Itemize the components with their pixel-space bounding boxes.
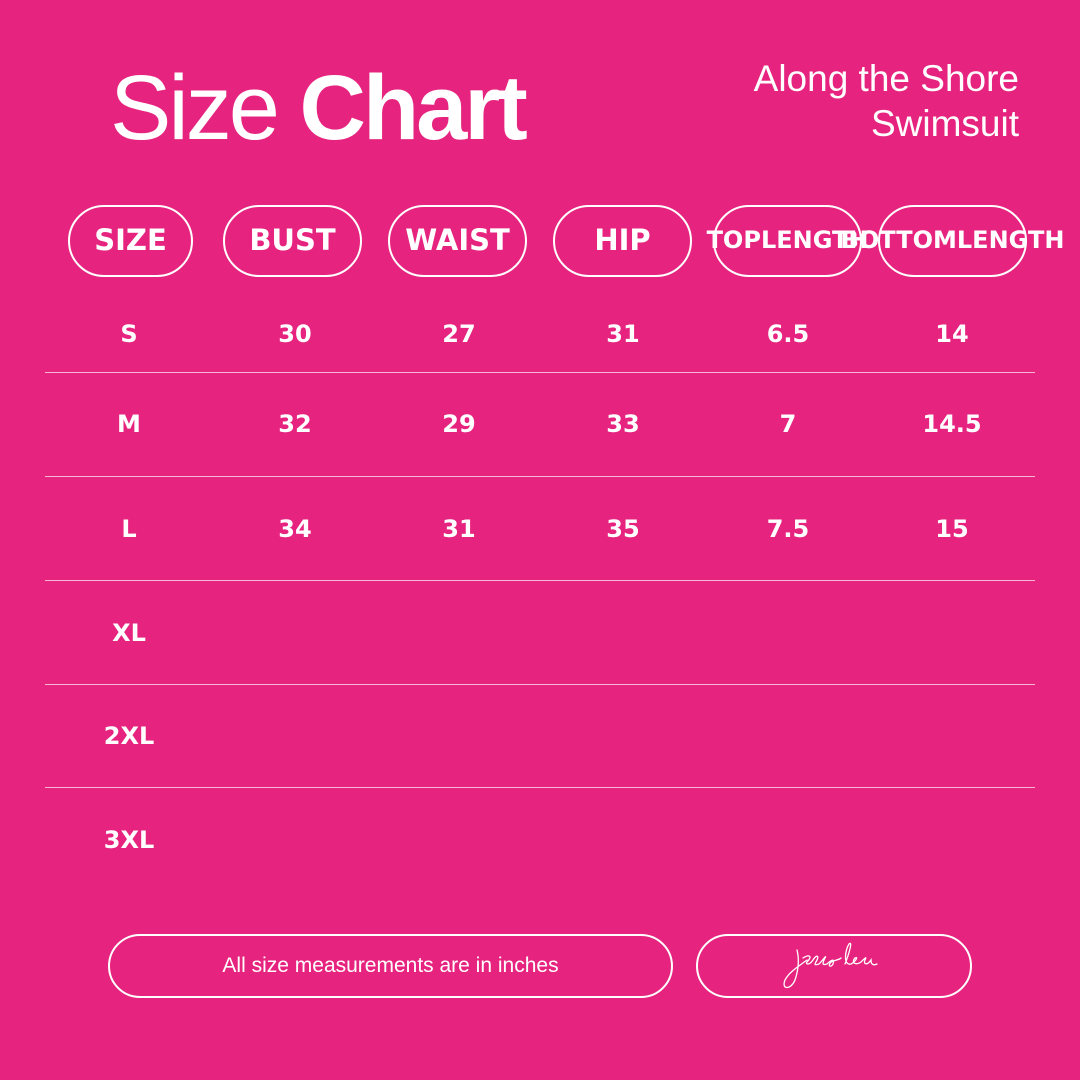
cell-size: 3XL	[103, 826, 155, 854]
row-divider	[45, 787, 1035, 788]
row-divider	[45, 372, 1035, 373]
units-note: All size measurements are in inches	[108, 934, 673, 998]
cell-size: L	[121, 515, 137, 543]
cell-top-length: 7	[779, 410, 797, 438]
header-label: SIZE	[94, 223, 167, 258]
column-header-hip: HIP	[553, 205, 692, 277]
signature-logo	[783, 942, 878, 989]
cell-bottom-length: 14	[935, 320, 969, 348]
title-light: Size	[110, 57, 280, 159]
cell-bust: 32	[278, 410, 312, 438]
product-name: Along the Shore Swimsuit	[754, 56, 1019, 146]
cell-waist: 27	[442, 320, 476, 348]
header-label: TOP	[706, 226, 761, 255]
cell-bust: 30	[278, 320, 312, 348]
cell-size: 2XL	[103, 722, 155, 750]
column-header-waist: WAIST	[388, 205, 527, 277]
row-divider	[45, 684, 1035, 685]
column-header-bust: BUST	[223, 205, 362, 277]
cell-hip: 31	[606, 320, 640, 348]
product-line-2: Swimsuit	[870, 103, 1019, 144]
signature-badge	[696, 934, 972, 998]
page-title: Size Chart	[110, 62, 528, 154]
cell-top-length: 7.5	[766, 515, 810, 543]
product-line-1: Along the Shore	[753, 58, 1019, 99]
header-label: LENGTH	[760, 226, 869, 255]
header-label: WAIST	[405, 223, 510, 258]
cell-waist: 31	[442, 515, 476, 543]
cell-bottom-length: 14.5	[922, 410, 982, 438]
cell-hip: 35	[606, 515, 640, 543]
header-label: BOTTOM	[840, 226, 957, 255]
cell-hip: 33	[606, 410, 640, 438]
column-header-top-length: TOP LENGTH	[707, 205, 868, 277]
header-label: BUST	[249, 223, 336, 258]
cell-size: XL	[112, 619, 146, 647]
cell-top-length: 6.5	[766, 320, 810, 348]
header-label: LENGTH	[956, 226, 1065, 255]
cell-bust: 34	[278, 515, 312, 543]
row-divider	[45, 580, 1035, 581]
cell-size: S	[120, 320, 138, 348]
column-header-bottom-length: BOTTOM LENGTH	[841, 205, 1064, 277]
cell-size: M	[117, 410, 141, 438]
row-divider	[45, 476, 1035, 477]
title-bold: Chart	[299, 57, 528, 159]
cell-bottom-length: 15	[935, 515, 969, 543]
cell-waist: 29	[442, 410, 476, 438]
column-header-size: SIZE	[68, 205, 193, 277]
units-note-text: All size measurements are in inches	[222, 954, 559, 977]
header-label: HIP	[594, 223, 651, 258]
